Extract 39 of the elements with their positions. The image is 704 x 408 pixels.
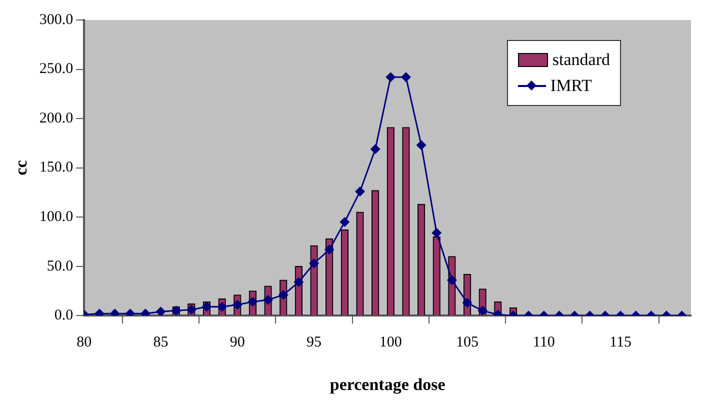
x-tick-label: 100 <box>379 334 402 351</box>
point <box>156 306 166 316</box>
y-axis-title: cc <box>12 160 31 176</box>
x-tick-label: 80 <box>76 334 92 351</box>
point <box>248 296 258 307</box>
point <box>309 258 320 268</box>
point <box>478 306 488 316</box>
point <box>400 72 411 82</box>
point <box>370 144 380 154</box>
point <box>217 302 228 312</box>
y-tick-label: 200.0 <box>39 110 74 126</box>
legend-label: standard <box>552 49 610 71</box>
point <box>354 186 365 196</box>
y-tick-label: 150.0 <box>39 160 74 176</box>
point <box>324 244 334 255</box>
point <box>462 298 472 308</box>
y-tick-label: 250.0 <box>39 61 74 78</box>
point <box>386 72 396 82</box>
x-tick-label: 110 <box>532 334 555 351</box>
x-tick-label: 95 <box>306 334 322 351</box>
y-tick-label: 100.0 <box>39 209 74 226</box>
point <box>340 216 350 227</box>
y-tick-label: 0.0 <box>54 308 74 324</box>
point <box>432 228 442 238</box>
point <box>202 302 212 312</box>
point <box>294 277 304 288</box>
point <box>416 140 426 150</box>
x-tick-label: 90 <box>230 334 245 351</box>
y-tick-label: 300.0 <box>39 12 74 28</box>
x-tick-label: 105 <box>456 334 479 351</box>
point <box>263 294 274 305</box>
point <box>278 290 288 300</box>
y-tick-label: 50.0 <box>46 258 74 274</box>
x-tick-label: 115 <box>610 334 632 351</box>
x-tick-label: 85 <box>153 334 168 351</box>
x-axis-title: percentage dose <box>330 375 446 394</box>
point <box>446 275 457 286</box>
point <box>232 300 242 310</box>
legend-label: IMRT <box>550 75 592 97</box>
